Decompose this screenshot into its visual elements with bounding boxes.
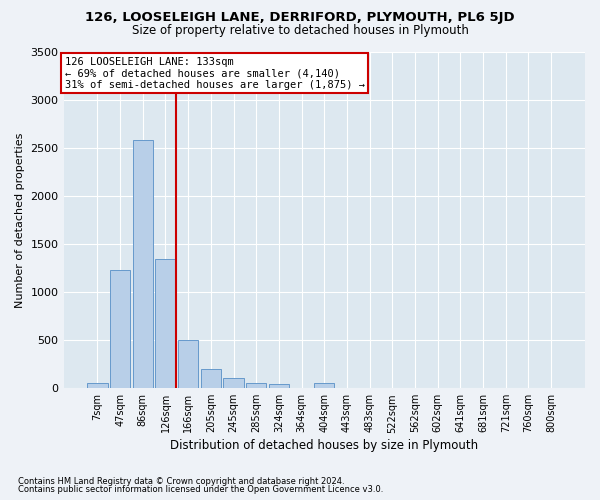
Bar	[269, 384, 289, 388]
X-axis label: Distribution of detached houses by size in Plymouth: Distribution of detached houses by size …	[170, 440, 478, 452]
Bar	[87, 383, 107, 388]
Bar	[110, 270, 130, 388]
Text: Contains public sector information licensed under the Open Government Licence v3: Contains public sector information licen…	[18, 485, 383, 494]
Bar	[246, 384, 266, 388]
Text: Contains HM Land Registry data © Crown copyright and database right 2024.: Contains HM Land Registry data © Crown c…	[18, 477, 344, 486]
Bar	[155, 260, 176, 388]
Bar	[178, 340, 199, 388]
Bar	[223, 378, 244, 388]
Text: Size of property relative to detached houses in Plymouth: Size of property relative to detached ho…	[131, 24, 469, 37]
Text: 126 LOOSELEIGH LANE: 133sqm
← 69% of detached houses are smaller (4,140)
31% of : 126 LOOSELEIGH LANE: 133sqm ← 69% of det…	[65, 56, 365, 90]
Bar	[314, 383, 334, 388]
Text: 126, LOOSELEIGH LANE, DERRIFORD, PLYMOUTH, PL6 5JD: 126, LOOSELEIGH LANE, DERRIFORD, PLYMOUT…	[85, 11, 515, 24]
Y-axis label: Number of detached properties: Number of detached properties	[15, 132, 25, 308]
Bar	[133, 140, 153, 388]
Bar	[200, 370, 221, 388]
